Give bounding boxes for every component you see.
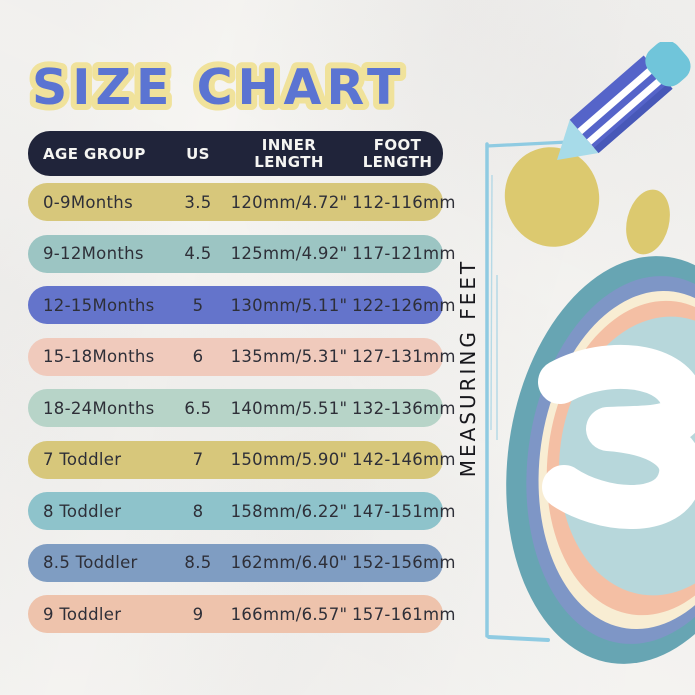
cell-age-group: 15-18Months [43,347,155,366]
table-row: 0-9Months 3.5 120mm/4.72" 112-116mm [28,183,455,221]
foot-illustration [485,140,695,664]
cell-inner-length: 158mm/6.22" [230,501,348,521]
pencil-eraser [645,42,691,87]
table-row: 7 Toddler 7 150mm/5.90" 142-146mm [28,440,455,479]
table-row: 9 Toddler 9 166mm/6.57" 157-161mm [28,595,455,633]
cell-foot-length: 112-116mm [352,192,456,212]
cell-inner-length: 166mm/6.57" [230,604,348,624]
page-title-text: SIZE CHART [32,59,405,116]
cell-us-size: 6.5 [184,398,212,418]
cell-us-size: 8 [192,501,204,521]
pencil-shade [594,83,673,153]
pencil-stripe [586,75,666,145]
cell-inner-length: 135mm/5.31" [230,347,348,366]
table-row: 18-24Months 6.5 140mm/5.51" 132-136mm [28,389,455,427]
cell-inner-length: 140mm/5.51" [230,398,348,418]
cell-us-size: 9 [192,604,204,624]
cell-age-group: 9 Toddler [43,604,122,624]
pencil-icon [557,42,691,160]
page-title: SIZE CHART [26,53,406,122]
cell-us-size: 4.5 [184,244,212,263]
cell-us-size: 8.5 [184,553,212,572]
table-row: 12-15Months 5 130mm/5.11" 122-126mm [28,286,455,324]
cell-foot-length: 147-151mm [352,501,456,521]
foot-arch-squiggle [538,344,695,529]
pencil-tip [557,119,599,160]
cell-inner-length: 130mm/5.11" [230,295,348,315]
cell-us-size: 6 [192,347,204,366]
header-inner-length: INNER LENGTH [254,136,324,171]
cell-foot-length: 157-161mm [352,604,456,624]
cell-us-size: 5 [192,295,204,315]
cell-inner-length: 125mm/4.92" [230,244,348,263]
foot-toe [626,189,670,255]
measuring-feet-label: MEASURING FEET [456,258,480,478]
cell-foot-length: 122-126mm [352,295,456,315]
cell-age-group: 9-12Months [43,244,144,263]
cell-foot-length: 152-156mm [352,553,456,572]
cell-age-group: 18-24Months [43,398,155,418]
pencil-body [569,55,673,153]
cell-age-group: 8.5 Toddler [43,553,138,572]
table-row: 9-12Months 4.5 125mm/4.92" 117-121mm [28,234,455,273]
measuring-bracket [485,140,570,642]
table-row: 8 Toddler 8 158mm/6.22" 147-151mm [28,492,455,530]
foot-big-toe [504,147,600,247]
pencil-stripe [577,64,657,135]
cell-foot-length: 142-146mm [352,450,456,469]
cell-us-size: 7 [192,450,204,469]
table-row: 8.5 Toddler 8.5 162mm/6.40" 152-156mm [28,543,455,582]
header-foot-length: FOOT LENGTH [362,136,433,171]
cell-age-group: 0-9Months [43,192,133,212]
size-table: AGE GROUP US INNER LENGTH FOOT LENGTH 0-… [28,131,455,647]
cell-inner-length: 150mm/5.90" [230,450,348,469]
cell-inner-length: 120mm/4.72" [230,192,348,212]
header-age-group: AGE GROUP [43,144,146,163]
header-us-size: US [186,144,210,163]
cell-foot-length: 132-136mm [352,398,456,418]
cell-age-group: 12-15Months [43,295,155,315]
table-header: AGE GROUP US INNER LENGTH FOOT LENGTH [28,131,443,176]
cell-us-size: 3.5 [184,192,212,212]
cell-age-group: 7 Toddler [43,450,122,469]
cell-foot-length: 127-131mm [352,347,456,366]
table-row: 15-18Months 6 135mm/5.31" 127-131mm [28,337,455,376]
cell-foot-length: 117-121mm [352,244,456,263]
cell-age-group: 8 Toddler [43,501,122,521]
cell-inner-length: 162mm/6.40" [230,553,348,572]
